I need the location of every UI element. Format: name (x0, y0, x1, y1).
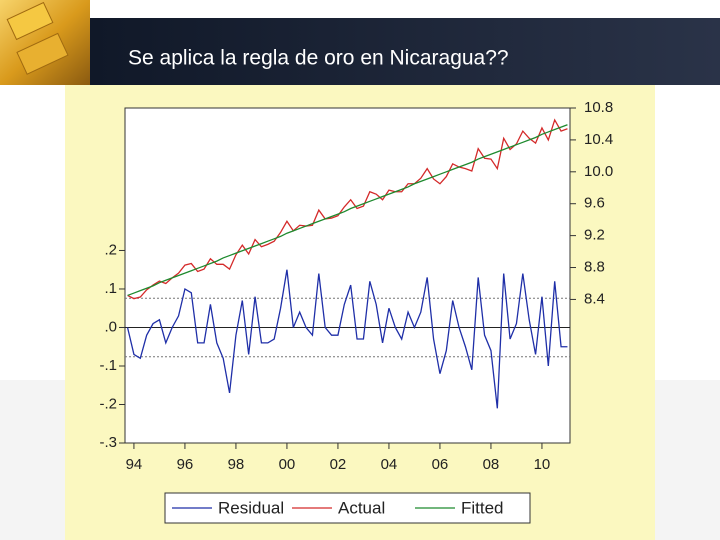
y2-tick-label: 10.0 (584, 163, 613, 180)
legend-label: Residual (218, 498, 284, 517)
x-tick-label: 98 (228, 456, 245, 473)
legend-label: Fitted (461, 498, 504, 517)
x-tick-label: 08 (483, 456, 500, 473)
y2-tick-label: 8.8 (584, 258, 605, 275)
series-line (126, 269, 568, 409)
y-tick-label: -.1 (99, 357, 117, 374)
y2-tick-label: 10.8 (584, 99, 613, 116)
x-tick-label: 10 (534, 456, 551, 473)
title-banner (90, 18, 720, 85)
y-tick-label: .1 (104, 280, 117, 297)
gold-bar (16, 32, 69, 75)
y-tick-label: .0 (104, 318, 117, 335)
x-tick-label: 02 (330, 456, 347, 473)
series-line (127, 118, 568, 300)
y2-tick-label: 9.2 (584, 227, 605, 244)
y-tick-label: -.3 (99, 434, 117, 451)
y2-tick-label: 8.4 (584, 290, 605, 307)
x-tick-label: 04 (381, 456, 398, 473)
x-tick-label: 96 (177, 456, 194, 473)
plot-area (124, 107, 571, 444)
slide-title: Se aplica la regla de oro en Nicaragua?? (128, 47, 509, 70)
x-tick-label: 94 (126, 456, 143, 473)
x-tick-label: 00 (279, 456, 296, 473)
y2-tick-label: 9.6 (584, 195, 605, 212)
legend (164, 492, 531, 524)
x-tick-label: 06 (432, 456, 449, 473)
gold-bar (6, 1, 54, 41)
chart (124, 107, 571, 444)
series-line (127, 124, 568, 297)
y2-tick-label: 10.4 (584, 131, 613, 148)
y-tick-label: .2 (104, 241, 117, 258)
y-tick-label: -.2 (99, 395, 117, 412)
legend-label: Actual (338, 498, 385, 517)
